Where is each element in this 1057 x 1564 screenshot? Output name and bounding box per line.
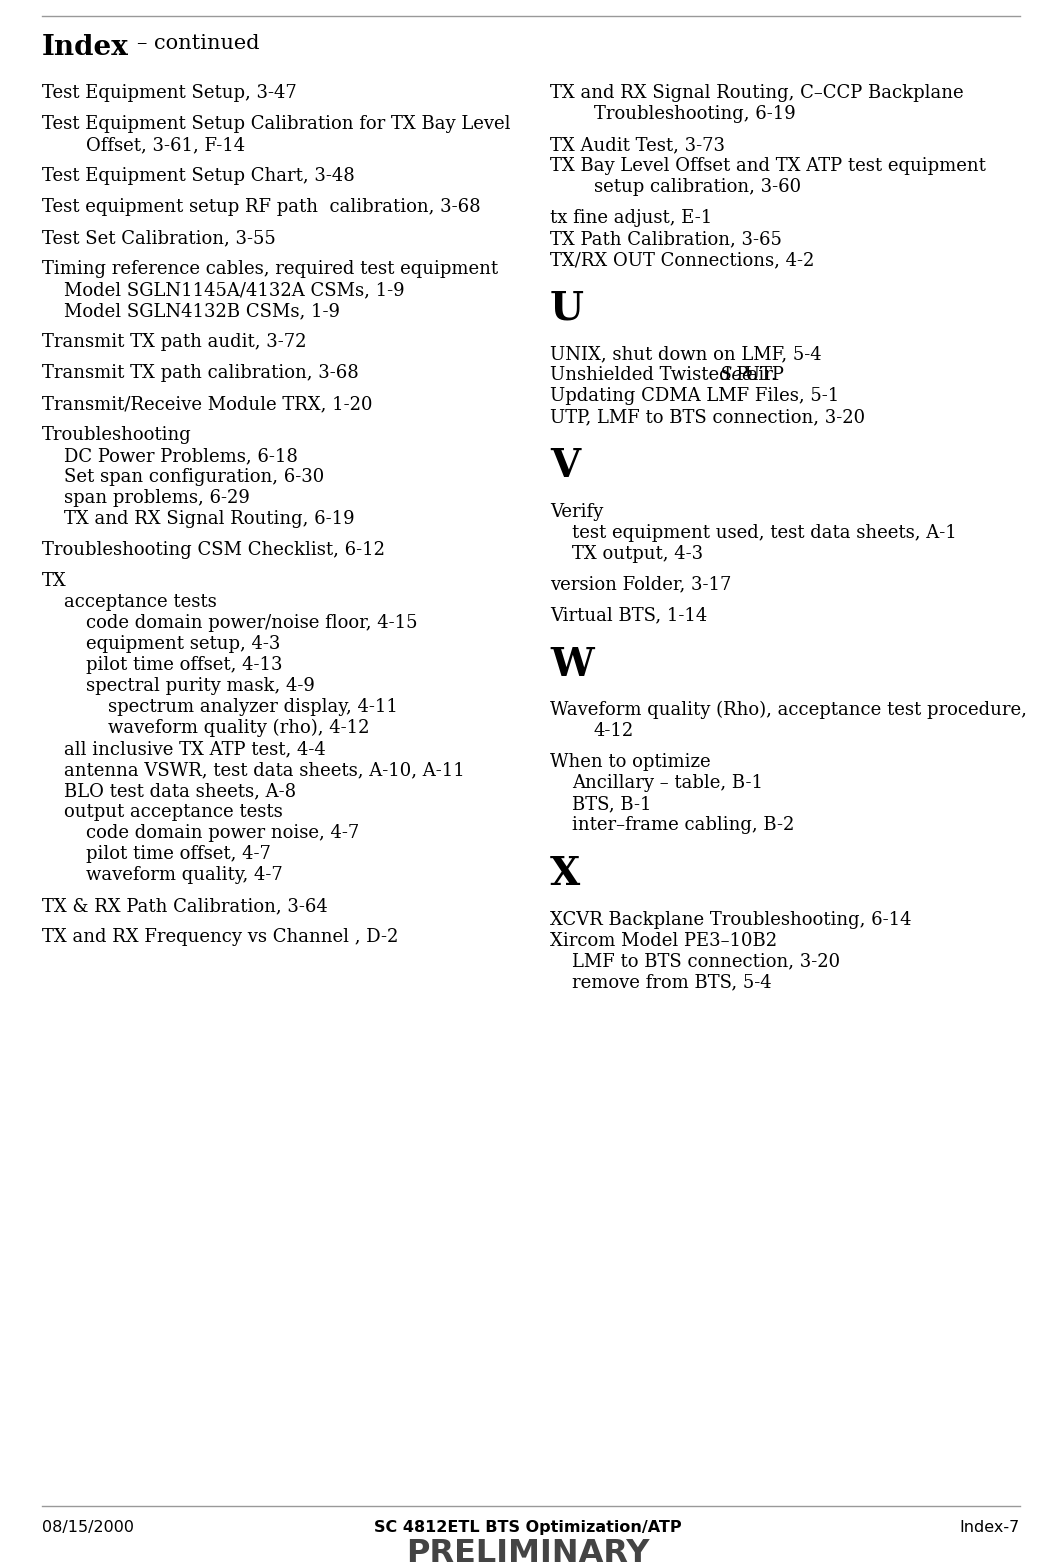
Text: U: U [550, 289, 585, 328]
Text: Index-7: Index-7 [960, 1520, 1020, 1534]
Text: equipment setup, 4-3: equipment setup, 4-3 [86, 635, 280, 654]
Text: inter–frame cabling, B-2: inter–frame cabling, B-2 [572, 816, 795, 834]
Text: waveform quality, 4-7: waveform quality, 4-7 [86, 866, 283, 884]
Text: BLO test data sheets, A-8: BLO test data sheets, A-8 [64, 782, 296, 801]
Text: UTP: UTP [739, 366, 784, 385]
Text: When to optimize: When to optimize [550, 754, 710, 771]
Text: code domain power noise, 4-7: code domain power noise, 4-7 [86, 824, 359, 841]
Text: Transmit TX path audit, 3-72: Transmit TX path audit, 3-72 [42, 333, 307, 350]
Text: 08/15/2000: 08/15/2000 [42, 1520, 134, 1534]
Text: TX and RX Signal Routing, 6-19: TX and RX Signal Routing, 6-19 [64, 510, 355, 529]
Text: Xircom Model PE3–10B2: Xircom Model PE3–10B2 [550, 932, 777, 949]
Text: Timing reference cables, required test equipment: Timing reference cables, required test e… [42, 260, 498, 278]
Text: Model SGLN1145A/4132A CSMs, 1-9: Model SGLN1145A/4132A CSMs, 1-9 [64, 282, 405, 299]
Text: all inclusive TX ATP test, 4-4: all inclusive TX ATP test, 4-4 [64, 740, 326, 759]
Text: Transmit/Receive Module TRX, 1-20: Transmit/Receive Module TRX, 1-20 [42, 396, 372, 413]
Text: LMF to BTS connection, 3-20: LMF to BTS connection, 3-20 [572, 952, 840, 971]
Text: V: V [550, 447, 580, 485]
Text: spectral purity mask, 4-9: spectral purity mask, 4-9 [86, 677, 315, 694]
Text: version Folder, 3-17: version Folder, 3-17 [550, 576, 731, 594]
Text: TX: TX [42, 572, 67, 590]
Text: pilot time offset, 4-7: pilot time offset, 4-7 [86, 845, 271, 863]
Text: Model SGLN4132B CSMs, 1-9: Model SGLN4132B CSMs, 1-9 [64, 302, 340, 321]
Text: DC Power Problems, 6-18: DC Power Problems, 6-18 [64, 447, 298, 465]
Text: Troubleshooting: Troubleshooting [42, 425, 191, 444]
Text: PRELIMINARY: PRELIMINARY [406, 1537, 650, 1564]
Text: XCVR Backplane Troubleshooting, 6-14: XCVR Backplane Troubleshooting, 6-14 [550, 910, 911, 929]
Text: TX and RX Frequency vs Channel , D-2: TX and RX Frequency vs Channel , D-2 [42, 927, 398, 946]
Text: 4-12: 4-12 [594, 723, 634, 740]
Text: Ancillary – table, B-1: Ancillary – table, B-1 [572, 774, 763, 793]
Text: acceptance tests: acceptance tests [64, 593, 217, 612]
Text: Test Equipment Setup Calibration for TX Bay Level: Test Equipment Setup Calibration for TX … [42, 116, 511, 133]
Text: setup calibration, 3-60: setup calibration, 3-60 [594, 178, 801, 196]
Text: span problems, 6-29: span problems, 6-29 [64, 490, 249, 507]
Text: Test equipment setup RF path  calibration, 3-68: Test equipment setup RF path calibration… [42, 199, 481, 216]
Text: test equipment used, test data sheets, A-1: test equipment used, test data sheets, A… [572, 524, 957, 541]
Text: output acceptance tests: output acceptance tests [64, 802, 283, 821]
Text: TX Path Calibration, 3-65: TX Path Calibration, 3-65 [550, 230, 782, 249]
Text: X: X [550, 856, 580, 893]
Text: Test Equipment Setup Chart, 3-48: Test Equipment Setup Chart, 3-48 [42, 167, 355, 185]
Text: Test Set Calibration, 3-55: Test Set Calibration, 3-55 [42, 228, 276, 247]
Text: TX/RX OUT Connections, 4-2: TX/RX OUT Connections, 4-2 [550, 250, 814, 269]
Text: Index: Index [42, 34, 129, 61]
Text: Troubleshooting, 6-19: Troubleshooting, 6-19 [594, 105, 796, 124]
Text: – continued: – continued [137, 34, 260, 53]
Text: Transmit TX path calibration, 3-68: Transmit TX path calibration, 3-68 [42, 364, 358, 382]
Text: Offset, 3-61, F-14: Offset, 3-61, F-14 [86, 136, 245, 153]
Text: Waveform quality (Rho), acceptance test procedure,: Waveform quality (Rho), acceptance test … [550, 701, 1026, 719]
Text: spectrum analyzer display, 4-11: spectrum analyzer display, 4-11 [108, 698, 397, 716]
Text: UNIX, shut down on LMF, 5-4: UNIX, shut down on LMF, 5-4 [550, 346, 821, 363]
Text: TX output, 4-3: TX output, 4-3 [572, 544, 703, 563]
Text: TX & RX Path Calibration, 3-64: TX & RX Path Calibration, 3-64 [42, 898, 328, 915]
Text: Set span configuration, 6-30: Set span configuration, 6-30 [64, 468, 324, 486]
Text: remove from BTS, 5-4: remove from BTS, 5-4 [572, 974, 772, 992]
Text: Unshielded Twisted Pair.: Unshielded Twisted Pair. [550, 366, 782, 385]
Text: W: W [550, 646, 594, 683]
Text: SC 4812ETL BTS Optimization/ATP: SC 4812ETL BTS Optimization/ATP [374, 1520, 682, 1534]
Text: See: See [719, 366, 753, 385]
Text: waveform quality (rho), 4-12: waveform quality (rho), 4-12 [108, 719, 370, 737]
Text: BTS, B-1: BTS, B-1 [572, 795, 651, 813]
Text: UTP, LMF to BTS connection, 3-20: UTP, LMF to BTS connection, 3-20 [550, 408, 865, 427]
Text: Updating CDMA LMF Files, 5-1: Updating CDMA LMF Files, 5-1 [550, 388, 839, 405]
Text: Virtual BTS, 1-14: Virtual BTS, 1-14 [550, 607, 707, 624]
Text: code domain power/noise floor, 4-15: code domain power/noise floor, 4-15 [86, 615, 418, 632]
Text: Troubleshooting CSM Checklist, 6-12: Troubleshooting CSM Checklist, 6-12 [42, 541, 385, 558]
Text: TX Audit Test, 3-73: TX Audit Test, 3-73 [550, 136, 725, 153]
Text: Verify: Verify [550, 502, 604, 521]
Text: pilot time offset, 4-13: pilot time offset, 4-13 [86, 655, 282, 674]
Text: TX Bay Level Offset and TX ATP test equipment: TX Bay Level Offset and TX ATP test equi… [550, 156, 986, 175]
Text: Test Equipment Setup, 3-47: Test Equipment Setup, 3-47 [42, 84, 297, 102]
Text: TX and RX Signal Routing, C–CCP Backplane: TX and RX Signal Routing, C–CCP Backplan… [550, 84, 964, 102]
Text: tx fine adjust, E-1: tx fine adjust, E-1 [550, 210, 712, 227]
Text: antenna VSWR, test data sheets, A-10, A-11: antenna VSWR, test data sheets, A-10, A-… [64, 762, 465, 779]
